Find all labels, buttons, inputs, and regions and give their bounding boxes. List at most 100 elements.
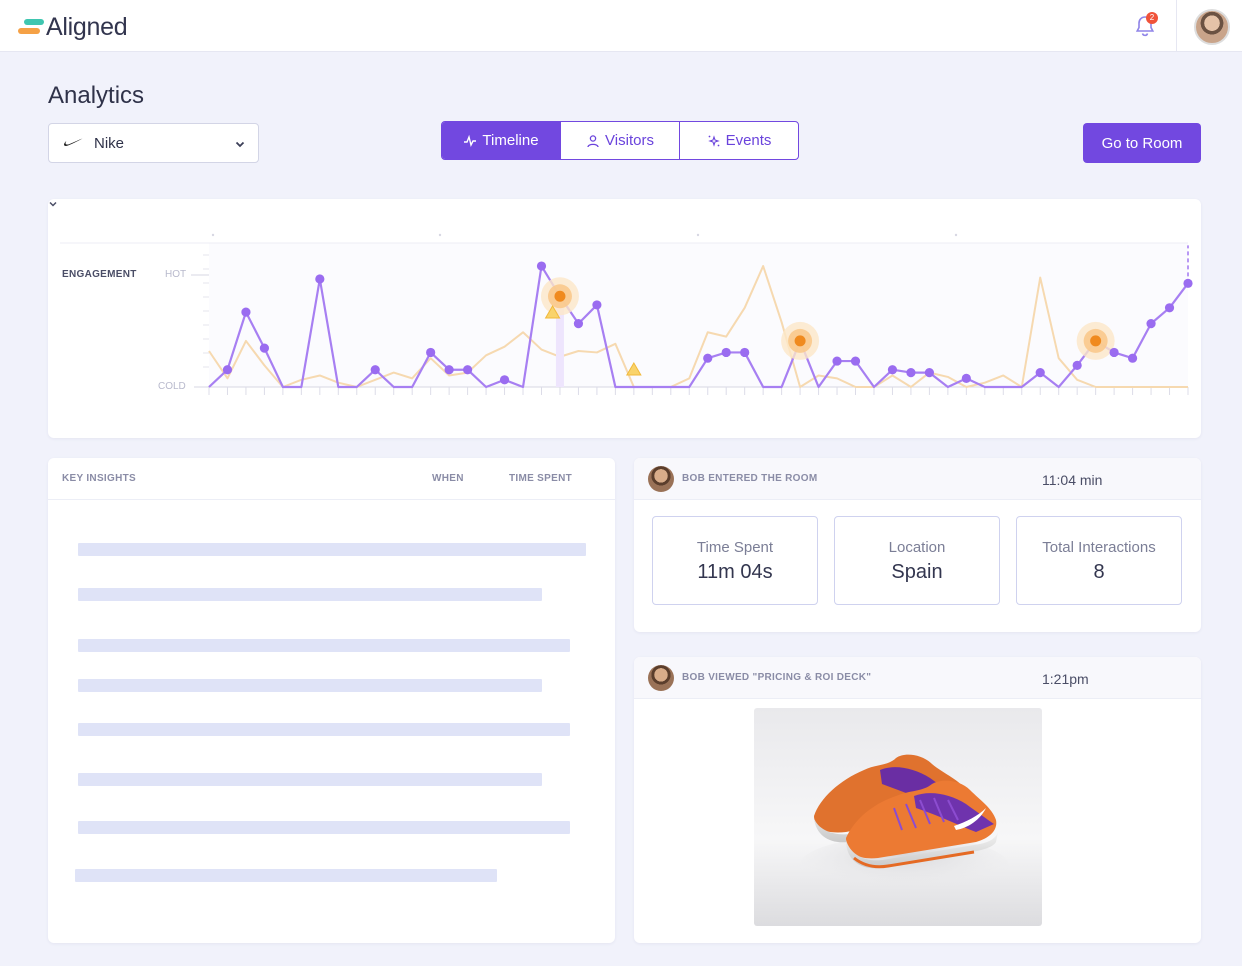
stat-label: Time Spent (696, 539, 774, 556)
insight-placeholder-row (78, 543, 586, 556)
stat-label: Location (888, 539, 946, 556)
data-point (1146, 319, 1156, 329)
data-point (1072, 360, 1082, 370)
engagement-chart[interactable] (48, 199, 1201, 438)
brand-select[interactable]: Nike (48, 123, 259, 163)
running-shoe-image (799, 754, 1009, 896)
tab-events[interactable]: Events (679, 122, 798, 159)
axis-marker (438, 233, 442, 237)
insight-placeholder-row (78, 588, 542, 601)
chevron-down-icon[interactable] (48, 199, 58, 209)
data-point (592, 300, 602, 310)
hot-highlight-bar (555, 296, 564, 387)
app-logo[interactable]: Aligned (18, 12, 128, 42)
user-icon (587, 134, 599, 147)
data-point (850, 356, 861, 366)
when-header[interactable]: WHEN (432, 473, 464, 484)
stat-value: 8 (1093, 561, 1105, 583)
warning-icon (625, 362, 642, 376)
data-point (222, 365, 233, 375)
data-point (832, 356, 842, 366)
chevron-down-icon (235, 141, 245, 148)
visitor-avatar (648, 466, 674, 492)
pulse-icon (464, 134, 477, 147)
sparkle-icon (707, 134, 720, 147)
time-spent-stat: Time Spent 11m 04s (652, 516, 818, 605)
data-point (463, 365, 473, 375)
data-point (924, 368, 934, 378)
insight-placeholder-row (78, 679, 542, 692)
data-point (241, 307, 251, 317)
go-to-room-button[interactable]: Go to Room (1083, 123, 1201, 163)
stat-label: Total Interactions (1042, 539, 1156, 556)
data-point (1164, 303, 1175, 313)
event-title: BOB VIEWED "PRICING & ROI DECK" (682, 672, 872, 683)
deck-viewed-event-card: BOB VIEWED "PRICING & ROI DECK" 1:21pm (634, 657, 1201, 943)
secondary-engagement-line (208, 265, 1188, 388)
view-tabs: Timeline Visitors Events (441, 121, 799, 160)
tab-visitors[interactable]: Visitors (560, 122, 679, 159)
hot-scale-label: HOT (165, 269, 187, 280)
data-point (703, 353, 713, 363)
logo-text: Aligned (46, 12, 128, 41)
data-point (906, 368, 916, 378)
insights-header: KEY INSIGHTS WHEN TIME SPENT (48, 458, 615, 500)
topbar-divider (1176, 0, 1177, 52)
data-point (536, 261, 547, 271)
key-insights-header: KEY INSIGHTS (62, 473, 136, 484)
nike-swoosh-icon (64, 138, 83, 146)
notification-badge: 2 (1146, 12, 1158, 24)
data-point (961, 373, 971, 383)
event-time: 1:21pm (1042, 671, 1089, 687)
tab-label: Events (725, 132, 772, 149)
tab-timeline[interactable]: Timeline (442, 122, 560, 159)
data-point (370, 365, 380, 375)
data-point (573, 319, 584, 329)
time-spent-header[interactable]: TIME SPENT (509, 473, 573, 484)
visitor-avatar (648, 665, 674, 691)
hot-data-point (554, 290, 566, 302)
cold-scale-label: COLD (158, 381, 186, 392)
data-point (444, 365, 454, 375)
data-point (887, 365, 898, 375)
data-point (426, 347, 436, 358)
insight-placeholder-row (78, 773, 542, 786)
data-point (1127, 353, 1138, 363)
data-point (721, 347, 731, 358)
event-header: BOB ENTERED THE ROOM 11:04 min (634, 458, 1201, 500)
event-title: BOB ENTERED THE ROOM (682, 473, 818, 484)
event-time: 11:04 min (1042, 472, 1103, 488)
axis-marker (696, 233, 700, 237)
stat-value: 11m 04s (697, 561, 773, 583)
total-interactions-stat: Total Interactions 8 (1016, 516, 1182, 605)
room-entered-event-card: BOB ENTERED THE ROOM 11:04 min Time Spen… (634, 458, 1201, 632)
page-title: Analytics (48, 82, 145, 109)
data-point (1109, 347, 1119, 358)
axis-marker (954, 233, 958, 237)
event-header: BOB VIEWED "PRICING & ROI DECK" 1:21pm (634, 657, 1201, 699)
top-bar: Aligned 2 (0, 0, 1242, 52)
insight-placeholder-row (78, 723, 570, 736)
data-point (740, 347, 750, 358)
data-point (499, 375, 510, 385)
deck-preview-image[interactable] (754, 708, 1042, 926)
data-point (259, 343, 270, 353)
hot-data-point (1090, 335, 1102, 347)
hot-data-point (794, 335, 806, 347)
insight-placeholder-row (75, 869, 497, 882)
insight-placeholder-row (78, 821, 570, 834)
insight-placeholder-row (78, 639, 570, 652)
stat-value: Spain (891, 561, 943, 583)
key-insights-panel: KEY INSIGHTS WHEN TIME SPENT (48, 458, 615, 943)
axis-marker (211, 233, 215, 237)
warning-icon (544, 305, 561, 319)
engagement-chart-card: ENGAGEMENT HOT COLD (48, 199, 1201, 438)
user-avatar[interactable] (1194, 9, 1230, 45)
data-point (1183, 278, 1193, 288)
engagement-axis-label[interactable]: ENGAGEMENT (62, 269, 137, 280)
logo-mark-icon (18, 16, 44, 38)
tab-label: Visitors (605, 132, 654, 149)
data-point (315, 274, 325, 284)
data-point (1035, 368, 1045, 378)
tab-label: Timeline (482, 132, 539, 149)
